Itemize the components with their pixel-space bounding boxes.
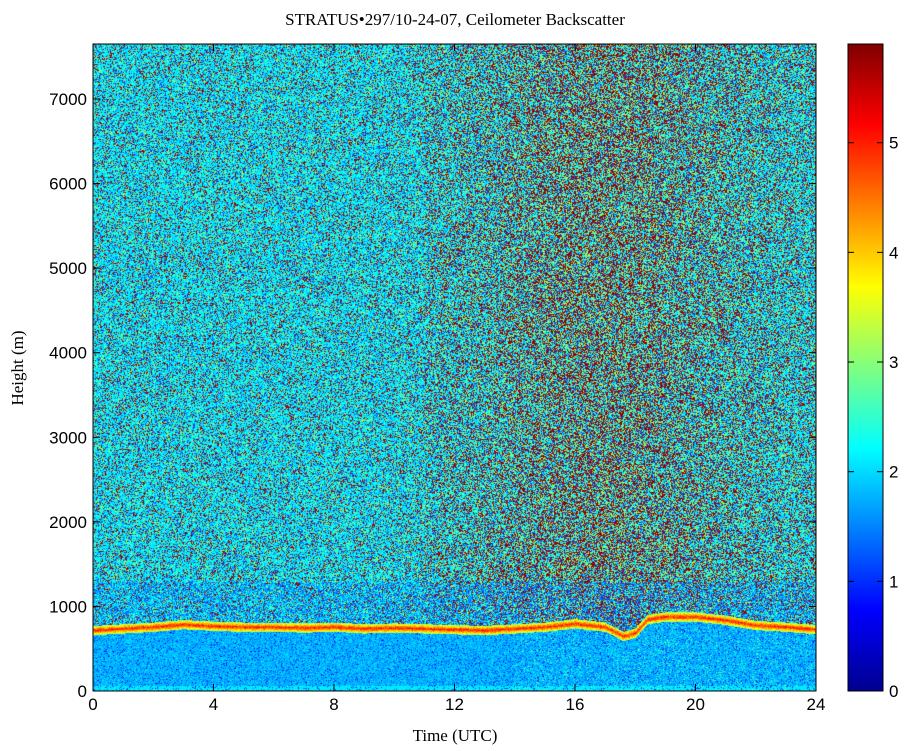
x-tick-label: 8 (329, 695, 338, 714)
y-tick-label: 2000 (49, 513, 87, 532)
y-tick-label: 1000 (49, 597, 87, 616)
heatmap (93, 44, 816, 691)
y-tick-label: 3000 (49, 428, 87, 447)
x-tick-label: 16 (566, 695, 585, 714)
y-tick-label: 5000 (49, 259, 87, 278)
colorbar-tick-label: 0 (889, 682, 898, 701)
x-tick-label: 12 (445, 695, 464, 714)
x-tick-label: 0 (88, 695, 97, 714)
y-tick-label: 7000 (49, 90, 87, 109)
colorbar-gradient (847, 43, 884, 692)
x-tick-label: 20 (686, 695, 705, 714)
y-tick-label: 6000 (49, 175, 87, 194)
y-tick-label: 4000 (49, 344, 87, 363)
colorbar: 0 1 2 3 4 5 (847, 43, 898, 701)
x-tick-label: 24 (807, 695, 826, 714)
colorbar-ticks: 0 1 2 3 4 5 (848, 134, 898, 701)
plot-area: 0 4 8 12 16 20 24 0 1000 2000 3000 4000 5000 6000 700… (49, 43, 825, 714)
x-tick-label: 4 (209, 695, 218, 714)
colorbar-tick-label: 3 (889, 353, 898, 372)
colorbar-tick-label: 2 (889, 463, 898, 482)
y-axis: 0 1000 2000 3000 4000 5000 6000 7000 (49, 90, 816, 701)
x-axis-label: Time (UTC) (413, 726, 498, 745)
colorbar-tick-label: 5 (889, 134, 898, 153)
y-tick-label: 0 (78, 682, 87, 701)
colorbar-tick-label: 1 (889, 572, 898, 591)
chart-title: STRATUS•297/10-24-07, Ceilometer Backsca… (285, 10, 625, 29)
y-axis-label: Height (m) (8, 330, 27, 405)
colorbar-tick-label: 4 (889, 243, 898, 262)
x-axis: 0 4 8 12 16 20 24 (88, 44, 825, 714)
